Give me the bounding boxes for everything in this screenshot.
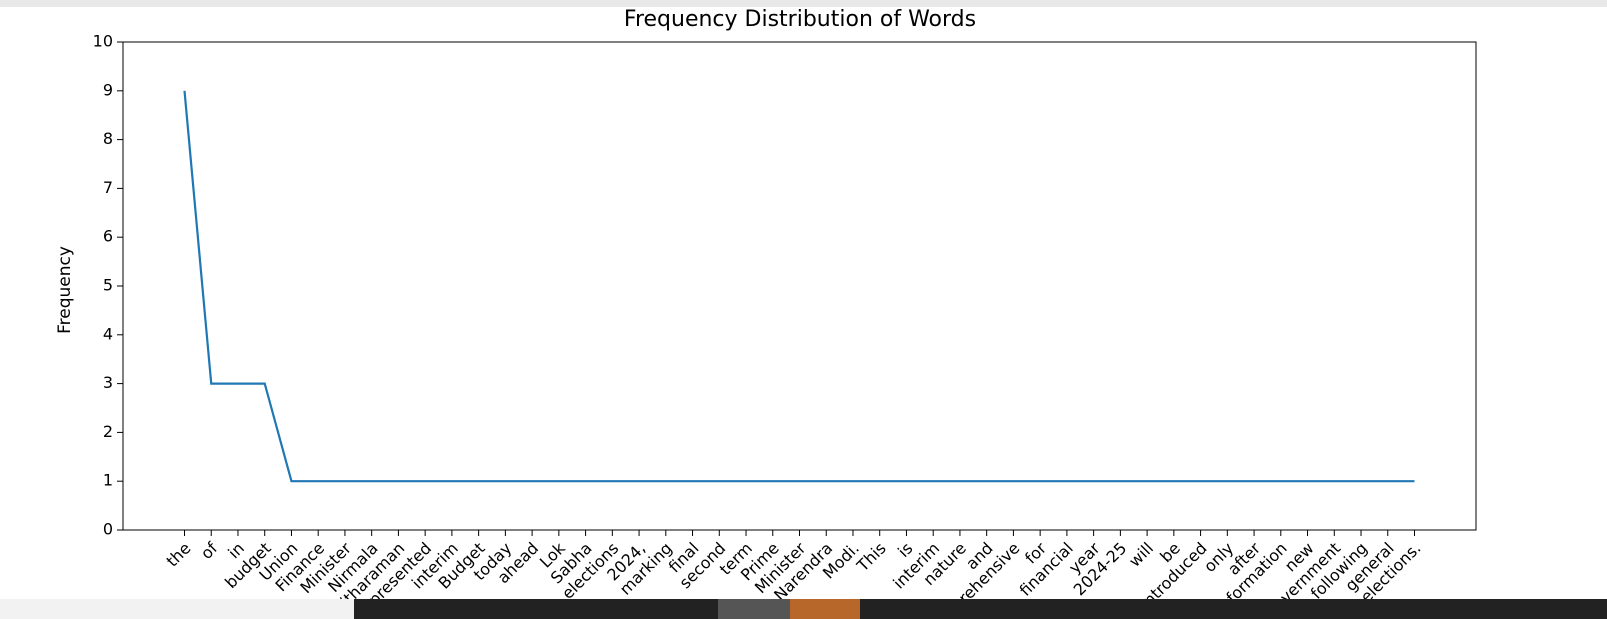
x-tick-label: will	[1125, 539, 1157, 571]
x-tick-label: the	[163, 539, 195, 571]
taskbar-item	[718, 599, 790, 619]
y-tick-label: 8	[103, 129, 113, 148]
y-tick-label: 7	[103, 178, 113, 197]
y-tick-label: 3	[103, 373, 113, 392]
chart-title: Frequency Distribution of Words	[624, 7, 976, 32]
window-top-bar	[0, 0, 1607, 7]
y-tick-label: 9	[103, 80, 113, 99]
data-line	[183, 90, 1415, 483]
y-tick-label: 1	[103, 471, 113, 490]
y-tick-label: 0	[103, 520, 113, 539]
x-tick-label: of	[197, 538, 222, 563]
y-tick-label: 2	[103, 422, 113, 441]
taskbar-dark	[354, 599, 1607, 619]
y-tick-label: 10	[93, 32, 113, 51]
y-tick-label: 5	[103, 276, 113, 295]
x-tick-label: This	[852, 539, 889, 576]
taskbar-item-active	[790, 599, 860, 619]
plot-frame	[122, 41, 1477, 531]
x-tick-label: financial	[1016, 539, 1077, 600]
y-tick-label: 4	[103, 324, 113, 343]
y-tick-label: 6	[103, 227, 113, 246]
y-axis-label: Frequency	[55, 246, 75, 334]
